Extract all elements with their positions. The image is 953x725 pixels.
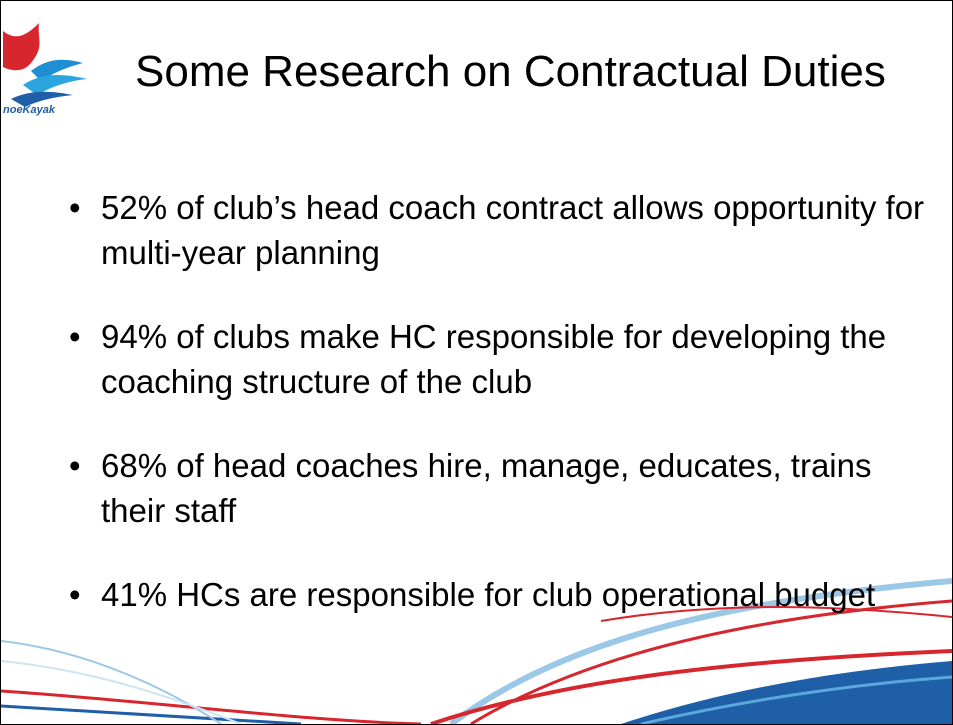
logo-graphic	[3, 23, 87, 107]
slide-title: Some Research on Contractual Duties	[135, 47, 886, 96]
bullet-list: 52% of club’s head coach contract allows…	[69, 185, 939, 656]
bullet-item: 41% HCs are responsible for club operati…	[69, 572, 939, 617]
logo-text: noeKayak	[3, 104, 55, 116]
bullet-item: 94% of clubs make HC responsible for dev…	[69, 314, 939, 404]
bullet-item: 68% of head coaches hire, manage, educat…	[69, 443, 939, 533]
bullet-item: 52% of club’s head coach contract allows…	[69, 185, 939, 275]
